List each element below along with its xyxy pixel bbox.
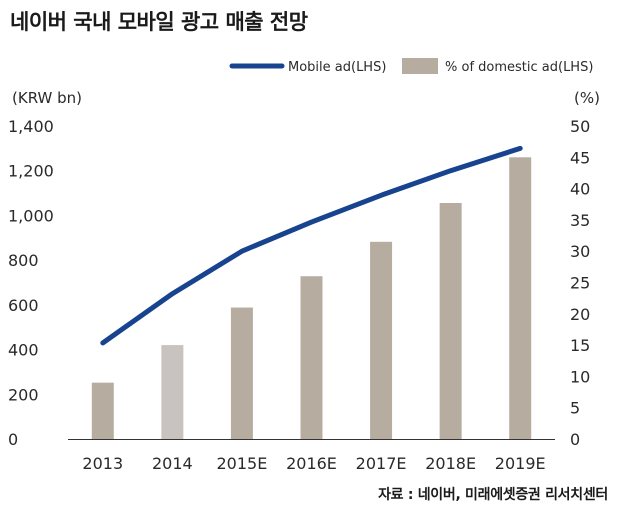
left-tick-label: 600 bbox=[8, 296, 39, 315]
bar-domestic-share bbox=[91, 382, 114, 439]
left-tick-label: 1,400 bbox=[8, 117, 54, 136]
x-tick-label: 2014 bbox=[152, 454, 193, 473]
x-tick-label: 2019E bbox=[495, 454, 546, 473]
legend-bar-swatch bbox=[402, 58, 438, 74]
legend-label-mobile-ad: Mobile ad(LHS) bbox=[288, 60, 386, 75]
bar-domestic-share bbox=[509, 157, 532, 440]
right-tick-label: 45 bbox=[570, 148, 590, 167]
left-tick-label: 800 bbox=[8, 251, 39, 270]
left-tick-label: 200 bbox=[8, 385, 39, 404]
left-tick-label: 1,000 bbox=[8, 206, 54, 225]
x-tick-label: 2018E bbox=[425, 454, 476, 473]
right-tick-label: 5 bbox=[570, 399, 580, 418]
bar-domestic-share bbox=[161, 345, 184, 439]
x-tick-label: 2013 bbox=[82, 454, 123, 473]
left-axis-unit: (KRW bn) bbox=[12, 89, 82, 107]
right-tick-label: 50 bbox=[570, 117, 590, 136]
bar-domestic-share bbox=[230, 307, 253, 439]
right-axis-unit: (%) bbox=[574, 89, 600, 107]
right-tick-label: 40 bbox=[570, 180, 590, 199]
left-tick-label: 0 bbox=[8, 430, 18, 449]
bar-domestic-share bbox=[370, 241, 393, 439]
left-tick-label: 1,200 bbox=[8, 162, 54, 181]
x-tick-label: 2015E bbox=[217, 454, 268, 473]
right-tick-label: 35 bbox=[570, 211, 590, 230]
x-tick-label: 2017E bbox=[356, 454, 407, 473]
right-tick-label: 20 bbox=[570, 305, 590, 324]
right-tick-label: 15 bbox=[570, 336, 590, 355]
source-note: 자료 : 네이버, 미래에셋증권 리서치센터 bbox=[378, 487, 608, 503]
legend-label-domestic-share: % of domestic ad(LHS) bbox=[445, 60, 593, 75]
left-tick-label: 400 bbox=[8, 341, 39, 360]
chart-title: 네이버 국내 모바일 광고 매출 전망 bbox=[10, 10, 308, 34]
right-tick-label: 30 bbox=[570, 242, 590, 261]
right-tick-label: 10 bbox=[570, 367, 590, 386]
bar-domestic-share bbox=[300, 276, 323, 439]
right-tick-label: 25 bbox=[570, 274, 590, 293]
x-tick-label: 2016E bbox=[286, 454, 337, 473]
bar-domestic-share bbox=[439, 202, 462, 439]
right-tick-label: 0 bbox=[570, 430, 580, 449]
